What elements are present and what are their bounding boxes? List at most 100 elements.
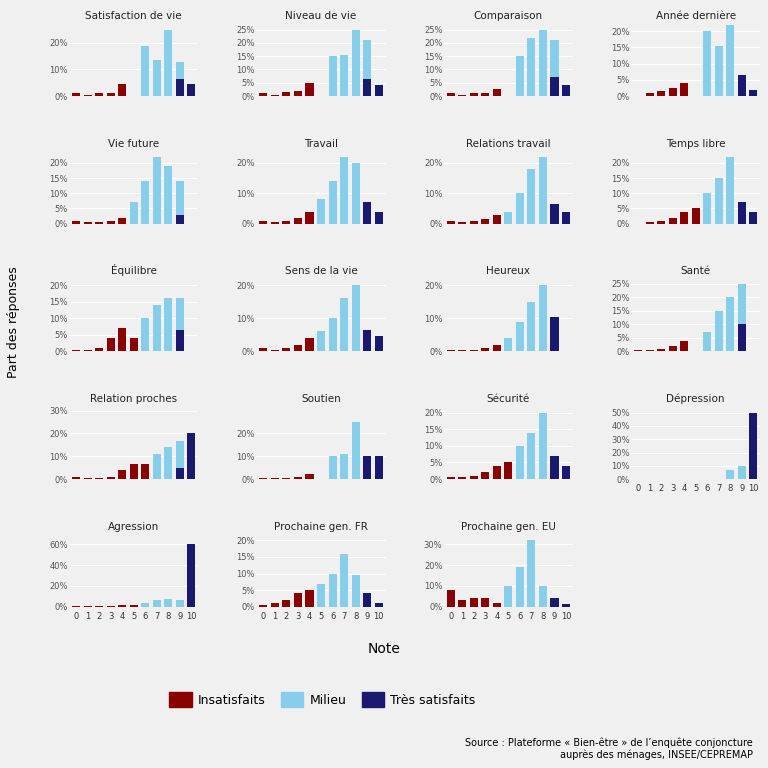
Bar <box>141 45 149 96</box>
Bar <box>363 329 371 352</box>
Bar <box>493 465 501 479</box>
Bar <box>340 554 348 607</box>
Bar <box>294 91 302 96</box>
Bar <box>562 465 570 479</box>
Bar <box>153 601 161 607</box>
Bar <box>164 298 172 352</box>
Bar <box>727 25 734 96</box>
Bar <box>551 598 558 607</box>
Bar <box>130 464 137 479</box>
Bar <box>516 56 524 96</box>
Bar <box>363 203 371 223</box>
Bar <box>470 349 478 352</box>
Bar <box>95 606 103 607</box>
Text: Part des réponses: Part des réponses <box>8 266 20 379</box>
Bar <box>187 433 195 479</box>
Bar <box>130 604 137 607</box>
Bar <box>738 465 746 479</box>
Bar <box>141 464 149 479</box>
Bar <box>176 298 184 352</box>
Bar <box>551 204 558 223</box>
Bar <box>141 603 149 607</box>
Bar <box>447 220 455 223</box>
Bar <box>187 545 195 607</box>
Bar <box>646 350 654 352</box>
Bar <box>458 94 466 96</box>
Bar <box>118 84 126 96</box>
Bar <box>271 94 279 96</box>
Title: Santé: Santé <box>680 266 711 276</box>
Bar <box>176 329 184 352</box>
Bar <box>375 456 382 479</box>
Bar <box>72 477 80 479</box>
Bar <box>657 220 665 223</box>
Bar <box>516 567 524 607</box>
Bar <box>176 61 184 96</box>
Title: Année dernière: Année dernière <box>656 11 736 21</box>
Bar <box>107 338 114 352</box>
Title: Heureux: Heureux <box>486 266 531 276</box>
Bar <box>176 181 184 223</box>
Bar <box>680 340 688 352</box>
Title: Prochaine gen. EU: Prochaine gen. EU <box>461 521 556 531</box>
Text: Note: Note <box>368 642 400 656</box>
Bar <box>164 447 172 479</box>
Bar <box>340 157 348 223</box>
Bar <box>562 211 570 223</box>
Bar <box>447 478 455 479</box>
Bar <box>118 217 126 223</box>
Bar <box>470 220 478 223</box>
Bar <box>458 478 466 479</box>
Bar <box>539 30 547 96</box>
Bar <box>118 328 126 352</box>
Bar <box>375 604 382 607</box>
Title: Sens de la vie: Sens de la vie <box>285 266 357 276</box>
Bar <box>95 94 103 96</box>
Bar <box>750 211 757 223</box>
Bar <box>153 60 161 96</box>
Legend: Insatisfaits, Milieu, Très satisfaits: Insatisfaits, Milieu, Très satisfaits <box>164 687 481 712</box>
Bar <box>141 181 149 223</box>
Bar <box>153 157 161 223</box>
Title: Équilibre: Équilibre <box>111 264 157 276</box>
Bar <box>84 222 91 223</box>
Bar <box>317 584 325 607</box>
Bar <box>294 217 302 223</box>
Bar <box>528 302 535 352</box>
Bar <box>363 40 371 96</box>
Bar <box>447 94 455 96</box>
Bar <box>375 211 382 223</box>
Bar <box>493 214 501 223</box>
Bar <box>458 349 466 352</box>
Title: Sécurité: Sécurité <box>487 394 530 404</box>
Bar <box>271 478 279 479</box>
Bar <box>118 604 126 607</box>
Bar <box>329 318 336 352</box>
Bar <box>482 94 489 96</box>
Bar <box>551 316 558 352</box>
Bar <box>260 220 267 223</box>
Bar <box>294 477 302 479</box>
Bar <box>176 442 184 479</box>
Bar <box>738 284 746 352</box>
Bar <box>750 90 757 96</box>
Bar <box>551 78 558 96</box>
Bar <box>539 285 547 352</box>
Bar <box>669 88 677 96</box>
Bar <box>528 169 535 223</box>
Bar <box>715 178 723 223</box>
Bar <box>283 600 290 607</box>
Bar <box>176 601 184 607</box>
Bar <box>657 349 665 352</box>
Bar <box>505 462 512 479</box>
Bar <box>118 470 126 479</box>
Bar <box>505 211 512 223</box>
Bar <box>363 456 371 479</box>
Bar <box>493 345 501 352</box>
Bar <box>95 222 103 223</box>
Bar <box>470 475 478 479</box>
Bar <box>176 79 184 96</box>
Bar <box>107 606 114 607</box>
Bar <box>283 92 290 96</box>
Bar <box>72 349 80 352</box>
